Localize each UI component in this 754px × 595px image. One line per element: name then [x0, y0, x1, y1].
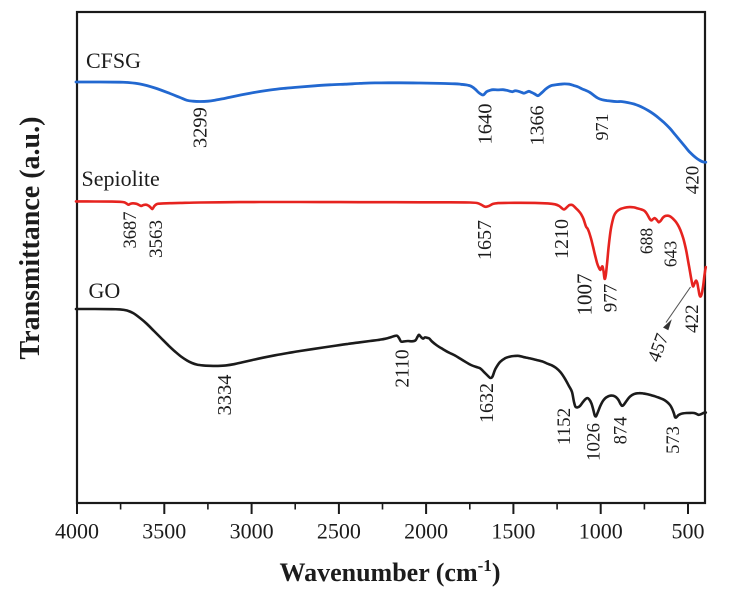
svg-text:573: 573	[664, 426, 684, 454]
svg-text:Wavenumber (cm-1): Wavenumber (cm-1)	[280, 556, 501, 587]
svg-text:3299: 3299	[189, 107, 211, 148]
svg-text:Transmittance (a.u.): Transmittance (a.u.)	[15, 117, 46, 360]
svg-text:Sepiolite: Sepiolite	[82, 166, 160, 191]
svg-text:2000: 2000	[404, 519, 448, 544]
svg-text:3000: 3000	[230, 519, 274, 544]
svg-text:1366: 1366	[526, 106, 548, 146]
svg-text:643: 643	[660, 241, 680, 268]
svg-text:3500: 3500	[142, 519, 186, 544]
svg-text:1500: 1500	[491, 519, 535, 544]
svg-text:874: 874	[611, 417, 631, 445]
svg-text:1026: 1026	[584, 423, 605, 461]
svg-text:3687: 3687	[121, 212, 141, 249]
svg-text:977: 977	[600, 284, 621, 313]
svg-text:971: 971	[592, 114, 612, 141]
svg-text:1657: 1657	[474, 220, 496, 260]
svg-text:688: 688	[636, 228, 656, 255]
svg-text:2110: 2110	[393, 349, 414, 387]
svg-text:1152: 1152	[554, 408, 575, 445]
svg-text:GO: GO	[89, 278, 121, 303]
svg-text:CFSG: CFSG	[86, 48, 141, 73]
svg-text:500: 500	[672, 519, 705, 544]
svg-text:422: 422	[682, 305, 703, 334]
svg-text:420: 420	[683, 166, 704, 195]
svg-text:1000: 1000	[579, 519, 623, 544]
svg-text:1210: 1210	[551, 219, 573, 259]
svg-text:3334: 3334	[214, 375, 236, 416]
svg-text:2500: 2500	[317, 519, 361, 544]
svg-text:3563: 3563	[146, 220, 167, 258]
svg-text:1632: 1632	[476, 383, 498, 423]
svg-text:1640: 1640	[475, 104, 497, 145]
svg-text:1007: 1007	[573, 274, 597, 316]
svg-text:4000: 4000	[55, 519, 99, 544]
